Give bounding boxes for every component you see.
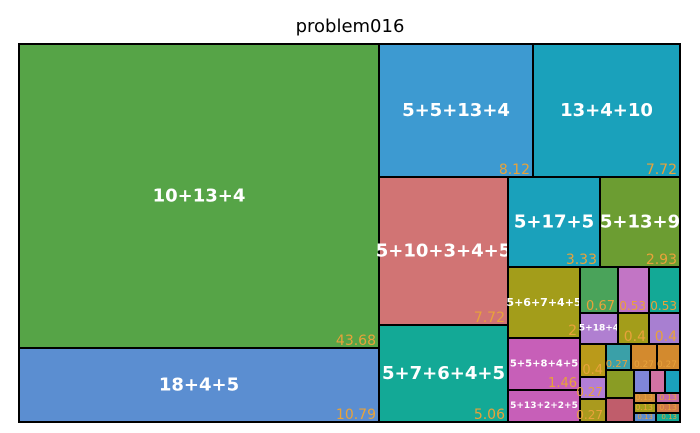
treemap-cell: 0.27: [605, 343, 632, 371]
cell-label: 5+6+7+4+5: [506, 296, 581, 309]
treemap-cell: 0.53: [648, 266, 681, 314]
treemap-rect: [599, 176, 681, 268]
treemap-cell: 5+17+5 3.33: [507, 176, 601, 268]
treemap-cell: 5+13+9 2.93: [599, 176, 681, 268]
cell-label: 5+10+3+4+5: [376, 241, 511, 262]
treemap-cell: [605, 369, 635, 399]
treemap-cell: 5+7+6+4+5 5.06: [378, 324, 509, 423]
cell-label: 18+4+5: [159, 375, 239, 396]
cell-value: 43.68: [336, 333, 376, 349]
treemap-rect: [664, 369, 681, 394]
cell-value: 5.06: [474, 407, 505, 423]
cell-value: 0.27: [606, 359, 628, 370]
cell-value: 0.13: [635, 393, 653, 402]
cell-value: 8.12: [499, 162, 530, 178]
treemap-rect: [532, 43, 681, 178]
cell-value: 0.4: [655, 329, 677, 345]
treemap-cell: 5+6+7+4+5 2: [506, 266, 582, 339]
cell-value: 7.72: [474, 310, 505, 326]
cell-value: 0.4: [582, 363, 603, 378]
treemap-cell: 0.13: [633, 402, 657, 414]
treemap-rect: [378, 324, 509, 423]
treemap-rect: [633, 369, 651, 394]
cell-value: 0.53: [619, 299, 646, 313]
cell-label: 13+4+10: [560, 100, 653, 121]
cell-value: 7.72: [646, 162, 677, 178]
cell-value: 0.4: [624, 329, 646, 345]
cell-value: 0.13: [659, 403, 677, 412]
cell-label: 5+5+13+4: [402, 100, 510, 121]
treemap-rect: [648, 312, 681, 345]
treemap-cell: 0.67: [579, 266, 619, 314]
treemap-cell: [664, 369, 681, 394]
cell-value: 10.79: [336, 407, 376, 423]
cell-label: 5+7+6+4+5: [382, 363, 505, 384]
treemap-rect: [617, 266, 650, 314]
treemap-cell: 0.13: [655, 402, 681, 414]
treemap-rect: [605, 397, 635, 423]
cell-value: 0.67: [586, 299, 615, 314]
treemap-cell: [633, 369, 651, 394]
cell-value: 2: [568, 323, 577, 339]
treemap-rect: [655, 412, 681, 423]
cell-label: 5+18+4: [579, 324, 619, 334]
cell-value: 2.93: [646, 252, 677, 268]
treemap-rect: [605, 369, 635, 399]
cell-value: 0.13: [637, 413, 653, 421]
cell-value: 1.46: [548, 376, 577, 391]
treemap-rect: [507, 176, 601, 268]
treemap-cell: 0.27: [576, 376, 607, 400]
treemap-rect: [507, 389, 581, 423]
treemap-rect: [378, 176, 509, 326]
treemap-cell: 0.53: [617, 266, 650, 314]
treemap-cell: 0.13: [633, 412, 657, 423]
treemap-cell: [649, 369, 666, 394]
treemap-cell: 0.4: [579, 343, 607, 378]
treemap-cell: 0.27: [630, 343, 658, 371]
treemap-cell: 0.4: [617, 312, 650, 345]
treemap-rect: [649, 369, 666, 394]
cell-label: 5+13+2+2+5: [510, 401, 578, 411]
treemap-cell: [605, 397, 635, 423]
treemap-cell: 5+5+13+4 8.12: [378, 43, 534, 178]
cell-label: 5+13+9: [600, 212, 680, 233]
cell-value: 0.27: [634, 360, 654, 370]
cell-value: 0.27: [576, 385, 603, 399]
treemap-cell: 0.13: [633, 392, 657, 404]
treemap-cell: 5+10+3+4+5 7.72: [376, 176, 511, 326]
treemap-rect: [507, 266, 581, 339]
treemap-cell: 18+4+5 10.79: [18, 347, 380, 423]
chart-title: problem016: [295, 16, 405, 37]
treemap-cell: 5+5+8+4+5 1.46: [507, 337, 581, 391]
treemap-cell: 0.13: [655, 412, 681, 423]
cell-value: 0.27: [657, 360, 677, 370]
treemap-cell: 10+13+4 43.68: [18, 43, 380, 349]
cell-label: 5+17+5: [514, 212, 594, 233]
treemap-cell: 5+13+2+2+5: [507, 389, 581, 423]
cell-value: 0.13: [659, 393, 677, 402]
cell-value: 0.13: [635, 403, 653, 412]
treemap-cell: 0.4: [648, 312, 681, 345]
cell-value: 0.27: [576, 408, 603, 422]
treemap-cell: 0.27: [576, 398, 607, 423]
treemap-rect: [579, 343, 607, 378]
treemap-rect: [648, 266, 681, 314]
cell-value: 0.13: [661, 413, 677, 421]
cell-value: 0.53: [650, 299, 677, 313]
cell-label: 10+13+4: [153, 186, 246, 207]
treemap-cell: 13+4+10 7.72: [532, 43, 681, 178]
treemap-cell: 5+18+4: [579, 312, 619, 345]
treemap-cell: 0.13: [655, 392, 681, 404]
cell-value: 3.33: [566, 252, 597, 268]
treemap-cell: 0.27: [656, 343, 681, 371]
treemap-rect: [18, 347, 380, 423]
treemap-rect: [579, 312, 619, 345]
cell-label: 5+5+8+4+5: [510, 359, 578, 370]
